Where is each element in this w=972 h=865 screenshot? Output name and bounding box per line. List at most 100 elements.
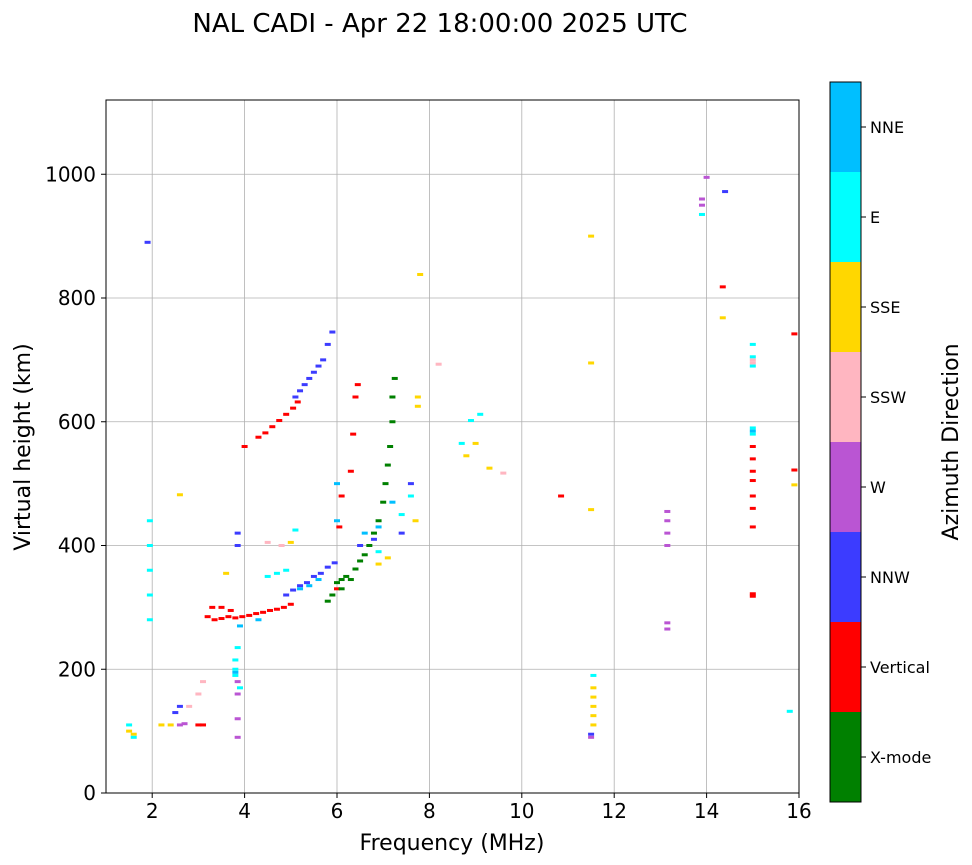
- plot-frame: [105, 99, 800, 794]
- data-point: [303, 581, 310, 585]
- data-point: [749, 358, 756, 362]
- data-point: [749, 342, 756, 346]
- data-point: [338, 494, 345, 498]
- data-point: [370, 537, 377, 541]
- colorbar-label: Azimuth Direction: [939, 343, 964, 540]
- data-point: [195, 723, 202, 727]
- data-point: [239, 615, 246, 619]
- data-point: [234, 717, 241, 721]
- data-point: [276, 419, 283, 423]
- colorbar-segment: [830, 82, 861, 172]
- data-point: [287, 602, 294, 606]
- data-point: [262, 431, 269, 435]
- series-nne: [232, 429, 756, 674]
- data-point: [664, 531, 671, 535]
- colorbar: X-mode Vertical NNW W SSW SSE E NNE: [829, 81, 931, 803]
- x-tick-label: 16: [786, 799, 811, 823]
- data-point: [375, 519, 382, 523]
- data-point: [234, 544, 241, 547]
- data-point: [791, 468, 798, 472]
- data-point: [380, 500, 387, 504]
- data-point: [255, 618, 262, 622]
- data-point: [398, 513, 405, 517]
- colorbar-tick-label: Vertical: [870, 658, 930, 677]
- data-point: [336, 525, 343, 529]
- data-point: [146, 618, 153, 622]
- series-ssw: [186, 358, 756, 708]
- data-point: [146, 519, 153, 523]
- data-point: [467, 419, 474, 423]
- y-tick-label: 800: [58, 286, 96, 310]
- data-point: [719, 316, 726, 320]
- data-point: [389, 395, 396, 399]
- x-tick-label: 12: [601, 799, 626, 823]
- data-point: [357, 559, 364, 563]
- series-x-mode: [324, 376, 398, 603]
- data-point: [334, 587, 340, 591]
- data-point: [384, 463, 391, 467]
- data-point: [749, 479, 756, 483]
- data-point: [412, 519, 419, 523]
- data-point: [329, 593, 336, 597]
- data-point: [236, 686, 243, 690]
- x-tick-label: 14: [694, 799, 719, 823]
- data-point: [297, 584, 304, 588]
- data-point: [264, 540, 271, 544]
- data-point: [590, 704, 597, 708]
- data-point: [306, 376, 313, 380]
- data-point: [290, 588, 297, 592]
- data-point: [146, 593, 153, 597]
- data-point: [144, 240, 151, 244]
- y-tick-label: 400: [58, 534, 96, 558]
- data-point: [225, 615, 232, 619]
- data-point: [301, 383, 308, 387]
- x-tick-label: 10: [509, 799, 534, 823]
- data-point: [297, 587, 304, 591]
- data-point: [361, 531, 368, 535]
- data-point: [458, 441, 465, 445]
- data-point: [310, 574, 317, 578]
- data-point: [292, 395, 299, 399]
- data-point: [234, 692, 241, 696]
- data-point: [283, 412, 290, 416]
- data-point: [703, 175, 710, 179]
- data-point: [292, 528, 299, 532]
- data-point: [391, 376, 398, 380]
- colorbar-tick-label: SSE: [870, 298, 900, 317]
- data-point: [749, 457, 756, 461]
- data-point: [253, 612, 260, 616]
- data-point: [786, 709, 793, 713]
- data-point: [588, 361, 595, 365]
- x-tick-label: 2: [146, 799, 159, 823]
- data-point: [749, 426, 756, 430]
- colorbar-segment: [830, 532, 861, 622]
- data-point: [590, 714, 597, 718]
- data-point: [354, 383, 361, 387]
- data-point: [315, 364, 322, 368]
- data-point: [246, 613, 253, 617]
- data-point: [558, 494, 565, 498]
- data-point: [176, 493, 183, 497]
- data-point: [477, 412, 484, 416]
- data-point: [204, 615, 211, 619]
- data-point: [232, 673, 239, 677]
- data-point: [590, 695, 597, 699]
- colorbar-segment: [830, 712, 861, 802]
- data-point: [334, 482, 340, 486]
- data-point: [218, 617, 225, 621]
- data-point: [234, 531, 241, 535]
- data-point: [297, 389, 304, 393]
- data-point: [749, 364, 756, 368]
- data-point: [387, 445, 394, 448]
- data-point: [407, 494, 414, 498]
- x-tick-label: 8: [423, 799, 436, 823]
- data-point: [317, 571, 324, 575]
- data-point: [749, 429, 756, 433]
- data-point: [338, 587, 345, 591]
- colorbar-segment: [830, 172, 861, 262]
- series-e: [126, 212, 793, 739]
- data-point: [791, 332, 798, 336]
- data-point: [338, 578, 345, 582]
- data-point: [375, 550, 382, 554]
